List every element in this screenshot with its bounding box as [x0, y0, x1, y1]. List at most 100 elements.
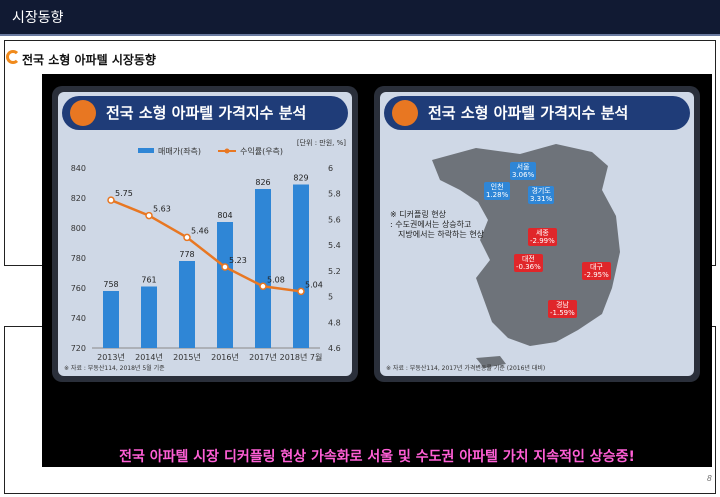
map-panel-body: 전국 소형 아파텔 가격지수 분석 ※ 디커플링 현상 : 수도권에서는 상승하… [380, 92, 694, 376]
korea-map-shape [432, 144, 620, 346]
note-line-1: ※ 디커플링 현상 [390, 210, 446, 219]
legend-swatch-bar [138, 148, 154, 153]
y-tick-label: 800 [71, 224, 86, 233]
bar-value-label: 829 [293, 174, 308, 183]
yield-value-label: 5.04 [305, 280, 323, 289]
region-label-daejeon: 대전 -0.36% [514, 254, 543, 272]
legend-label-line: 수익률(우측) [240, 146, 283, 156]
x-tick-label: 2013년 [97, 352, 125, 362]
y2-tick-label: 5.4 [328, 241, 341, 250]
yield-value-label: 5.23 [229, 256, 247, 265]
y2-tick-label: 6 [328, 164, 333, 173]
price-index-chart: 720 740 760 780 800 820 840 4.6 4.8 5 5.2 5.4 5.6 5.8… [71, 146, 341, 362]
region-value: 3.31% [530, 195, 553, 203]
yield-point [297, 287, 305, 296]
chart-title: 전국 소형 아파텔 가격지수 분석 [106, 104, 307, 122]
y-tick-label: 820 [71, 194, 86, 203]
yield-line [110, 198, 302, 293]
bar [141, 286, 157, 348]
yield-value-label: 5.63 [153, 205, 171, 214]
region-name: 인천 [490, 183, 504, 191]
region-label-daegu: 대구 -2.95% [582, 262, 611, 280]
region-value: -0.36% [516, 263, 541, 271]
korea-map [432, 144, 620, 368]
bar [179, 261, 195, 348]
map-banner: 전국 소형 아파텔 가격지수 분석 [384, 96, 690, 130]
y2-tick-label: 5 [328, 293, 333, 302]
header-divider [0, 34, 720, 36]
map-panel: 전국 소형 아파텔 가격지수 분석 ※ 디커플링 현상 : 수도권에서는 상승하… [374, 86, 700, 382]
bar [255, 189, 271, 348]
y2-tick-label: 4.6 [328, 344, 341, 353]
slide-image: 전국 소형 아파텔 가격지수 분석 [단위 : 만원, %] 720 740 760… [42, 74, 712, 467]
chart-badge-icon [70, 100, 96, 126]
region-name: 경기도 [531, 187, 551, 195]
chart-source: ※ 자료 : 부동산114, 2018년 5월 기준 [64, 365, 165, 372]
yield-point [221, 263, 229, 271]
y2-tick-label: 4.8 [328, 318, 341, 327]
region-name: 대전 [521, 255, 535, 263]
top-bar-title: 시장동향 [12, 10, 64, 26]
chart-unit: [단위 : 만원, %] [296, 139, 346, 147]
yield-value-label: 5.75 [115, 189, 133, 198]
bar-value-label: 758 [103, 280, 118, 289]
bar-value-label: 804 [217, 211, 232, 220]
chart-banner: 전국 소형 아파텔 가격지수 분석 [62, 96, 348, 130]
region-name: 경남 [555, 301, 569, 309]
bar-value-label: 778 [179, 250, 194, 259]
region-value: -1.59% [550, 309, 575, 317]
chart-panel: 전국 소형 아파텔 가격지수 분석 [단위 : 만원, %] 720 740 760… [52, 86, 358, 382]
jeju-shape [476, 356, 506, 368]
region-value: 3.06% [512, 171, 535, 179]
map-source: ※ 자료 : 부동산114, 2017년 가격변동률 기준 (2016년 대비) [386, 365, 546, 372]
region-label-gyeonggi: 경기도 3.31% [528, 186, 555, 204]
region-value: 1.28% [486, 191, 509, 199]
x-tick-label: 2016년 [211, 352, 239, 362]
yield-value-label: 5.46 [191, 226, 209, 235]
legend-marker-line [224, 148, 230, 154]
x-tick-label: 2017년 [249, 352, 277, 362]
x-tick-label: 2014년 [135, 352, 163, 362]
y-tick-label: 840 [71, 164, 86, 173]
chart-panel-body: 전국 소형 아파텔 가격지수 분석 [단위 : 만원, %] 720 740 760… [58, 92, 352, 376]
bullet-ring-icon [6, 50, 20, 64]
y-tick-label: 740 [71, 314, 86, 323]
region-label-sejong: 세종 -2.99% [528, 228, 557, 246]
yield-value-label: 5.08 [267, 275, 285, 284]
region-name: 세종 [535, 229, 549, 237]
region-label-seoul: 서울 3.06% [510, 162, 537, 180]
region-label-incheon: 인천 1.28% [484, 182, 511, 200]
bar-value-label: 761 [141, 276, 156, 285]
y2-tick-label: 5.2 [328, 267, 341, 276]
map-badge-icon [392, 100, 418, 126]
region-name: 대구 [589, 263, 603, 271]
region-name: 서울 [516, 163, 530, 171]
x-tick-label: 2015년 [173, 352, 201, 362]
yield-point [183, 233, 191, 242]
yield-point [145, 211, 153, 220]
y-tick-label: 720 [71, 344, 86, 353]
bar-value-label: 826 [255, 178, 270, 187]
legend-label-bar: 매매가(좌측) [158, 147, 201, 156]
bar [293, 184, 309, 348]
bar [103, 291, 119, 348]
bar [217, 222, 233, 348]
map-title: 전국 소형 아파텔 가격지수 분석 [428, 104, 629, 122]
section-title: 전국 소형 아파텔 시장동향 [22, 53, 156, 67]
top-bar: 시장동향 [0, 0, 720, 34]
y2-tick-label: 5.8 [328, 190, 341, 199]
region-value: -2.95% [584, 271, 609, 279]
region-label-gyeongnam: 경남 -1.59% [548, 300, 577, 318]
region-value: -2.99% [530, 237, 555, 245]
yield-point [259, 282, 267, 291]
x-tick-label: 2018년 7월 [280, 352, 323, 362]
page-number: 8 [706, 474, 712, 483]
note-line-3: 지방에서는 하락하는 현상 [398, 230, 485, 239]
y2-tick-label: 5.6 [328, 215, 341, 224]
y-tick-label: 760 [71, 284, 86, 293]
note-line-2: : 수도권에서는 상승하고 [390, 220, 472, 229]
yield-point [107, 196, 115, 204]
y-tick-label: 780 [71, 254, 86, 263]
decoupling-note: ※ 디커플링 현상 : 수도권에서는 상승하고 지방에서는 하락하는 현상 [390, 210, 484, 240]
slide-caption: 전국 아파텔 시장 디커플링 현상 가속화로 서울 및 수도권 아파텔 가치 지… [119, 449, 635, 465]
